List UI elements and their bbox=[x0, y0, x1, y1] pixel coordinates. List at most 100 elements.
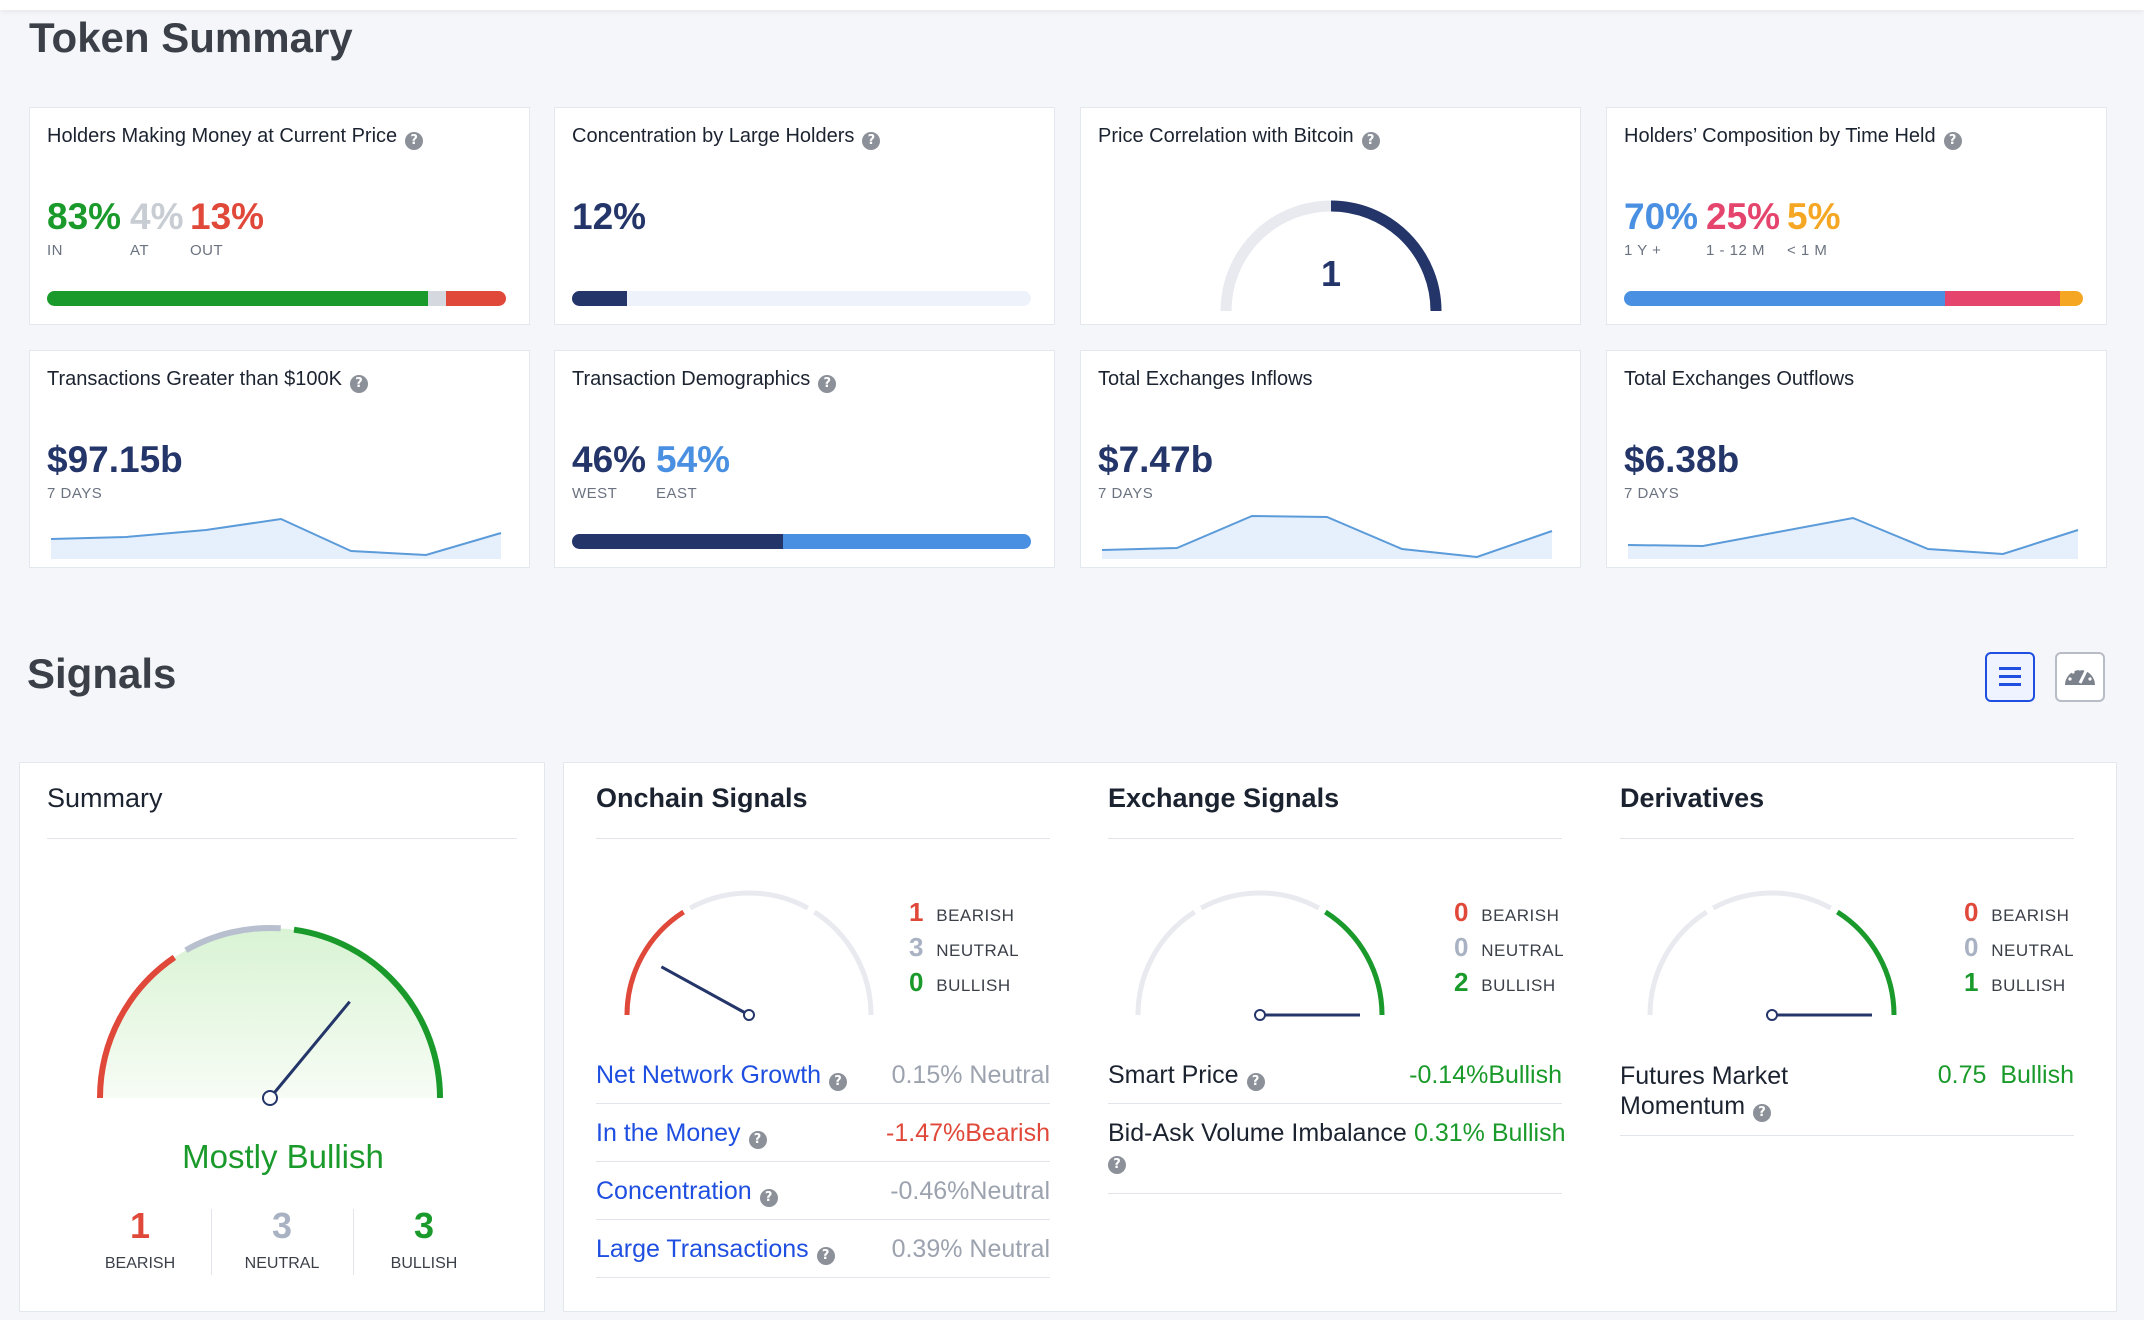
outflows-value: $6.38b bbox=[1624, 439, 1740, 480]
signal-in-the-money[interactable]: In the Money? bbox=[596, 1119, 767, 1149]
card-title-text: Holders Making Money at Current Price bbox=[47, 125, 398, 147]
tx100k-period: 7 DAYS bbox=[47, 485, 103, 502]
demographics-bar bbox=[572, 534, 1031, 549]
help-icon[interactable]: ? bbox=[405, 132, 424, 150]
help-icon[interactable]: ? bbox=[1246, 1073, 1265, 1091]
signal-status: Bullish bbox=[1491, 1119, 1566, 1147]
card-title: Total Exchanges Inflows bbox=[1098, 368, 1313, 390]
summary-bearish-label: BEARISH bbox=[104, 1255, 176, 1272]
count-label: BEARISH bbox=[1991, 906, 2070, 925]
help-icon[interactable]: ? bbox=[818, 375, 837, 393]
help-icon[interactable]: ? bbox=[1108, 1156, 1126, 1174]
divider bbox=[596, 1277, 1050, 1278]
signal-value-number: 0.15% bbox=[891, 1061, 963, 1089]
signal-label: Futures Market bbox=[1620, 1062, 1789, 1090]
speedometer-icon bbox=[2065, 667, 2095, 685]
gauge-fill-area bbox=[100, 928, 440, 1098]
derivatives-title: Derivatives bbox=[1620, 783, 1765, 813]
gauge-bullish-arc bbox=[1836, 909, 1897, 1016]
held-lt1m-percent: 5% bbox=[1787, 196, 1841, 237]
list-view-toggle[interactable] bbox=[1985, 652, 2035, 702]
card-holders-making-money: Holders Making Money at Current Price? 8… bbox=[29, 107, 530, 325]
exchange-bullish: 2 BULLISH bbox=[1454, 967, 1564, 998]
held-lt1m-label: < 1 M bbox=[1787, 242, 1828, 259]
signal-label: Momentum bbox=[1620, 1092, 1746, 1120]
help-icon[interactable]: ? bbox=[862, 132, 881, 150]
help-icon[interactable]: ? bbox=[1943, 132, 1962, 150]
count-label: BULLISH bbox=[1481, 976, 1556, 995]
onchain-neutral-count: 3 bbox=[909, 932, 924, 962]
help-icon[interactable]: ? bbox=[816, 1247, 835, 1265]
exchange-bullish-count: 2 bbox=[1454, 967, 1469, 997]
summary-neutral-count: 3 bbox=[271, 1205, 293, 1246]
help-icon[interactable]: ? bbox=[829, 1073, 848, 1091]
bar-segment-in bbox=[47, 291, 428, 306]
gauge-bullish-arc bbox=[293, 926, 443, 1099]
gauge-needle bbox=[268, 1000, 351, 1099]
card-title-text: Transaction Demographics bbox=[572, 368, 811, 390]
tx100k-sparkline bbox=[51, 517, 502, 559]
signal-large-transactions[interactable]: Large Transactions? bbox=[596, 1235, 835, 1265]
gauge-pivot bbox=[262, 1090, 278, 1106]
gauge-view-toggle[interactable] bbox=[2055, 652, 2105, 702]
signal-label: Bid-Ask Volume Imbalance bbox=[1108, 1119, 1407, 1147]
signal-status: Neutral bbox=[969, 1235, 1050, 1263]
in-percent: 83% bbox=[47, 196, 122, 237]
bar-segment-at bbox=[427, 291, 447, 306]
onchain-title: Onchain Signals bbox=[596, 783, 808, 813]
exchange-bearish-count: 0 bbox=[1454, 897, 1469, 927]
correlation-gauge bbox=[1220, 200, 1442, 312]
gauge-track-mid bbox=[1711, 890, 1833, 911]
outflows-period: 7 DAYS bbox=[1624, 485, 1680, 502]
divider bbox=[47, 838, 517, 839]
signal-label[interactable]: In the Money bbox=[596, 1119, 741, 1147]
signal-value: 0.39% Neutral bbox=[812, 1235, 1050, 1264]
card-title: Total Exchanges Outflows bbox=[1624, 368, 1855, 390]
card-btc-correlation: Price Correlation with Bitcoin? 1 bbox=[1080, 107, 1581, 325]
sparkline-line bbox=[1628, 516, 2079, 556]
signals-title: Signals bbox=[27, 650, 177, 697]
money-distribution-bar bbox=[47, 291, 506, 306]
gauge-track-left bbox=[624, 909, 685, 1016]
signal-value-number: 0.75 bbox=[1937, 1061, 1987, 1089]
help-icon[interactable]: ? bbox=[1361, 132, 1380, 150]
signal-status: Bullish bbox=[1488, 1061, 1562, 1089]
onchain-gauge bbox=[624, 890, 874, 1021]
signal-value: -0.46%Neutral bbox=[812, 1177, 1050, 1206]
signal-label[interactable]: Concentration bbox=[596, 1177, 752, 1205]
gauge-track-right bbox=[1324, 909, 1385, 1016]
gauge-needle bbox=[660, 965, 750, 1017]
divider bbox=[1108, 1103, 1562, 1104]
signal-value: -0.14%Bullish bbox=[1324, 1061, 1562, 1090]
divider bbox=[1108, 1193, 1562, 1194]
gauge-pivot bbox=[743, 1009, 755, 1021]
signal-value: 0.15% Neutral bbox=[812, 1061, 1050, 1090]
signal-status: Neutral bbox=[969, 1061, 1050, 1089]
card-title: Holders’ Composition by Time Held? bbox=[1624, 125, 1962, 150]
signal-status: Bearish bbox=[965, 1119, 1050, 1147]
help-icon[interactable]: ? bbox=[759, 1189, 778, 1207]
at-label: AT bbox=[130, 242, 150, 259]
signal-net-network-growth[interactable]: Net Network Growth? bbox=[596, 1061, 848, 1091]
divider bbox=[1620, 838, 2074, 839]
signal-status: Neutral bbox=[969, 1177, 1050, 1205]
token-summary-title: Token Summary bbox=[29, 14, 353, 61]
help-icon[interactable]: ? bbox=[748, 1131, 767, 1149]
gauge-track-mid bbox=[688, 890, 810, 911]
summary-gauge bbox=[97, 924, 443, 1106]
help-icon[interactable]: ? bbox=[349, 375, 368, 393]
concentration-value: 12% bbox=[572, 196, 647, 237]
signal-label[interactable]: Net Network Growth bbox=[596, 1061, 822, 1089]
bar-segment-1-12m bbox=[1945, 291, 2061, 306]
signal-label[interactable]: Large Transactions bbox=[596, 1235, 809, 1263]
gauge-bearish-arc bbox=[624, 909, 685, 1016]
help-icon[interactable]: ? bbox=[1753, 1104, 1772, 1122]
derivatives-counts: 0 BEARISH 0 NEUTRAL 1 BULLISH bbox=[1964, 897, 2074, 998]
card-tx-demographics: Transaction Demographics? 46% 54% WEST E… bbox=[554, 350, 1055, 568]
divider bbox=[1620, 1135, 2074, 1136]
signal-value-number: -0.14% bbox=[1409, 1061, 1489, 1089]
onchain-bearish: 1 BEARISH bbox=[909, 897, 1019, 928]
gauge-track-mid bbox=[1199, 890, 1321, 911]
signal-concentration[interactable]: Concentration? bbox=[596, 1177, 778, 1207]
divider bbox=[211, 1209, 212, 1275]
